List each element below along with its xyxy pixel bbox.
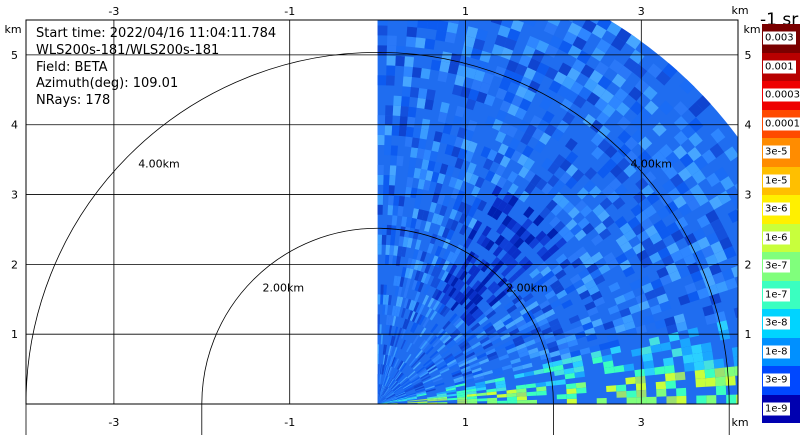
colorbar-level: 1e-7: [762, 280, 800, 309]
y-tick-label-right: 3: [745, 189, 752, 202]
range-ring-label: 2.00km: [263, 282, 305, 295]
colorbar-level: 3e-5: [762, 138, 800, 167]
colorbar-level: 1e-9: [762, 394, 800, 423]
azimuth-value: Azimuth(deg): 109.01: [36, 76, 179, 92]
colorbar-level-label: 0.0001: [763, 117, 800, 131]
colorbar-level: 0.0003: [762, 81, 800, 110]
colorbar-level-label: 1e-5: [763, 174, 790, 188]
colorbar-level-label: 0.0003: [763, 88, 800, 102]
x-tick-label-top: -1: [284, 5, 295, 18]
range-rings: 2.00km 2.00km 4.00km 4.00km: [25, 52, 730, 435]
range-ring-label: 4.00km: [630, 157, 672, 170]
colorbar-level: 3e-7: [762, 252, 800, 281]
colorbar: 0.003 0.001 0.0003 0.0001 3e-5 1e-5 3e-6 1e-6 3e…: [762, 24, 800, 423]
x-tick-label-top: -3: [108, 5, 119, 18]
colorbar-level: 0.003: [762, 24, 800, 53]
colorbar-level-label: 3e-6: [763, 202, 790, 216]
axis-unit-label: km: [743, 23, 760, 36]
colorbar-level: 3e-9: [762, 366, 800, 395]
y-tick-label-right: 4: [745, 119, 752, 132]
field-name: Field: BETA: [36, 59, 108, 75]
colorbar-level: 3e-6: [762, 195, 800, 224]
colorbar-level-label: 3e-8: [763, 316, 790, 330]
range-ring: [25, 52, 730, 435]
colorbar-level-label: 0.001: [763, 60, 796, 74]
y-tick-label-left: 1: [11, 328, 18, 341]
y-tick-label-right: 1: [745, 328, 752, 341]
colorbar-level: 0.001: [762, 52, 800, 81]
colorbar-level-label: 3e-7: [763, 259, 790, 273]
colorbar-level-label: 1e-7: [763, 288, 790, 302]
x-tick-label-bottom: -1: [284, 416, 295, 429]
colorbar-level-label: 3e-5: [763, 145, 790, 159]
x-tick-label-bottom: 3: [638, 416, 645, 429]
x-tick-label-top: 3: [638, 5, 645, 18]
colorbar-level: 1e-6: [762, 223, 800, 252]
range-ring-label: 2.00km: [506, 282, 548, 295]
grid: [26, 20, 738, 404]
x-tick-label-bottom: 1: [462, 416, 469, 429]
plot-frame: [25, 19, 739, 405]
axis-unit-label: km: [731, 416, 748, 429]
instrument-name: WLS200s-181/WLS200s-181: [36, 42, 220, 58]
colorbar-level-label: 3e-9: [763, 373, 790, 387]
y-tick-label-right: 5: [745, 49, 752, 62]
range-ring-label: 4.00km: [138, 157, 180, 170]
scan-info: Start time: 2022/04/16 11:04:11.784 WLS2…: [36, 26, 276, 110]
colorbar-level-label: 1e-6: [763, 231, 790, 245]
nrays-value: NRays: 178: [36, 93, 111, 109]
y-tick-label-left: 4: [11, 119, 18, 132]
x-tick-label-top: 1: [462, 5, 469, 18]
scan-sector: [377, 20, 738, 404]
axis-ticks: -3 -3 -1 -1 1 1 3 3 1 1 2 2 3 3 4 4 5 5 km km km km: [4, 4, 760, 429]
y-tick-label-right: 2: [745, 258, 752, 271]
y-tick-label-left: 3: [11, 189, 18, 202]
colorbar-level: 3e-8: [762, 309, 800, 338]
x-tick-label-bottom: -3: [108, 416, 119, 429]
axis-unit-label: km: [731, 4, 748, 17]
colorbar-level: 1e-5: [762, 166, 800, 195]
y-tick-label-left: 5: [11, 49, 18, 62]
colorbar-level-label: 0.003: [763, 31, 796, 45]
colorbar-level-label: 1e-8: [763, 345, 790, 359]
colorbar-level: 1e-8: [762, 337, 800, 366]
start-time: Start time: 2022/04/16 11:04:11.784: [36, 26, 277, 41]
colorbar-level-label: 1e-9: [763, 402, 790, 416]
y-tick-label-left: 2: [11, 258, 18, 271]
range-ring: [201, 227, 554, 435]
colorbar-level: 0.0001: [762, 109, 800, 138]
axis-unit-label: km: [4, 23, 21, 36]
